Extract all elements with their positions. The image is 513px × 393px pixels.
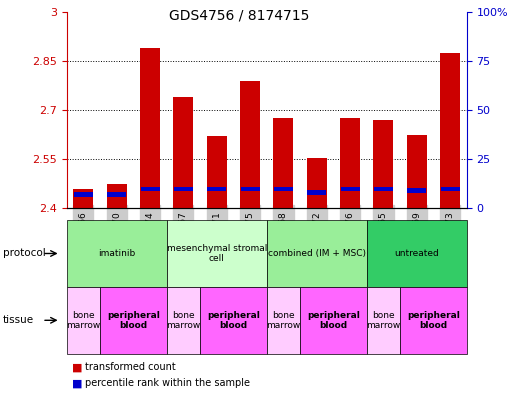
Bar [340,118,360,208]
Text: peripheral
blood: peripheral blood [407,310,460,330]
Text: bone
marrow: bone marrow [366,310,401,330]
Text: ■: ■ [72,378,82,388]
Bar [107,193,126,196]
Text: ■: ■ [72,362,82,373]
Text: imatinib: imatinib [98,249,135,258]
Bar [307,158,327,208]
Text: tissue: tissue [3,315,34,325]
Bar [374,187,393,191]
Text: bone
marrow: bone marrow [66,310,101,330]
Text: mesenchymal stromal
cell: mesenchymal stromal cell [167,244,267,263]
Bar [74,193,93,196]
Bar [274,187,293,191]
Bar [273,118,293,208]
Bar [407,135,427,208]
Text: transformed count: transformed count [85,362,175,373]
Bar [107,184,127,208]
Bar [407,189,426,193]
Text: peripheral
blood: peripheral blood [307,310,360,330]
Bar [441,187,460,191]
Text: peripheral
blood: peripheral blood [207,310,260,330]
Text: percentile rank within the sample: percentile rank within the sample [85,378,250,388]
Text: peripheral
blood: peripheral blood [107,310,160,330]
Bar [140,48,160,208]
Bar [440,53,460,208]
Bar [341,187,360,191]
Bar [240,81,260,208]
Bar [173,97,193,208]
Text: GDS4756 / 8174715: GDS4756 / 8174715 [169,9,310,23]
Text: untreated: untreated [394,249,439,258]
Text: bone
marrow: bone marrow [166,310,201,330]
Text: protocol: protocol [3,248,45,259]
Text: combined (IM + MSC): combined (IM + MSC) [268,249,366,258]
Bar [141,187,160,191]
Bar [207,187,226,191]
Bar [207,136,227,208]
Bar [174,187,193,191]
Bar [373,120,393,208]
Bar [73,189,93,208]
Bar [307,191,326,195]
Text: bone
marrow: bone marrow [266,310,301,330]
Bar [241,187,260,191]
